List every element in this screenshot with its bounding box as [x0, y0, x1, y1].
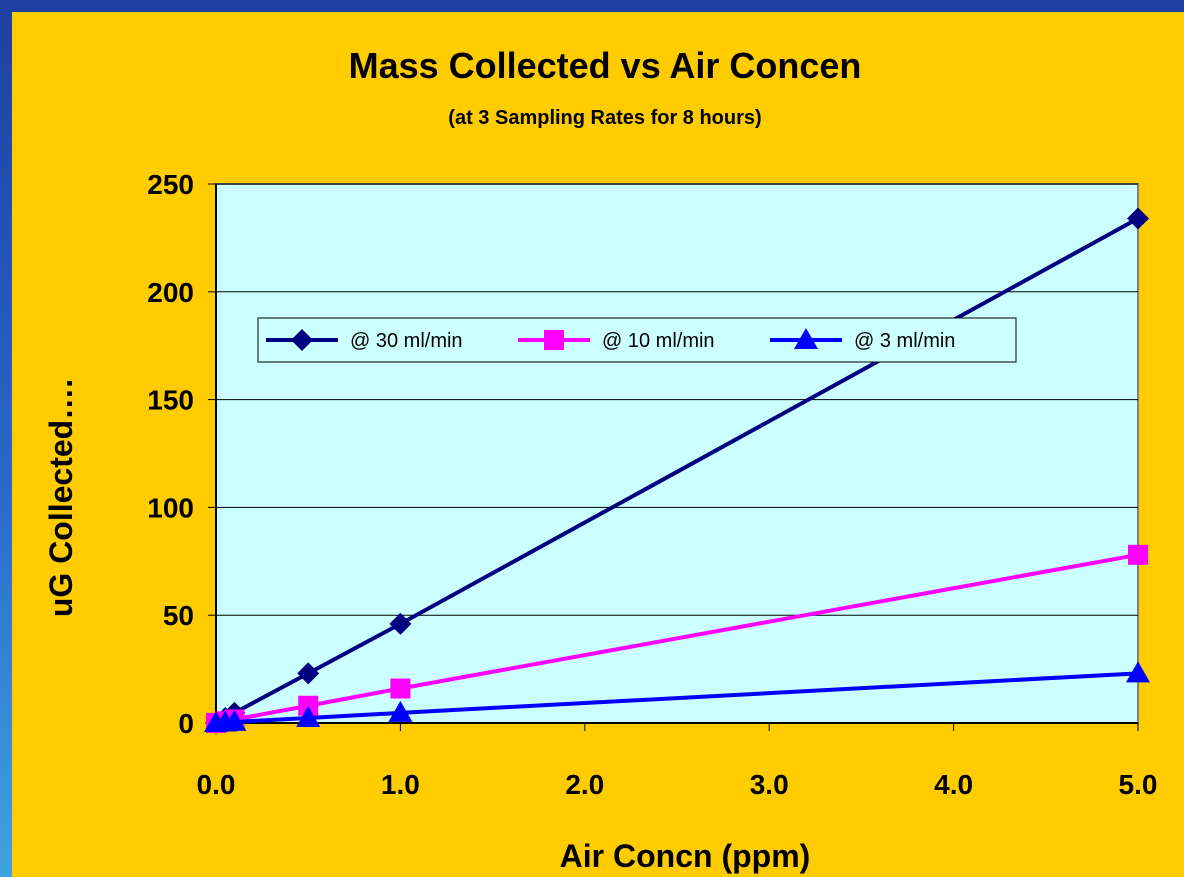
plot-area-group: 0 50 100 150 200 250 0.0 1.0 2.0 3.0 4.0 5.0 @ 30 ml… — [147, 169, 1157, 800]
data-point — [296, 706, 321, 728]
legend-marker — [291, 329, 313, 351]
x-tick-label: 0.0 — [197, 769, 236, 800]
x-tick-label: 2.0 — [565, 769, 604, 800]
legend-box — [257, 317, 1017, 363]
x-axis-label: Air Concn (ppm) — [560, 838, 811, 874]
data-point — [1128, 544, 1148, 565]
x-tick-label: 1.0 — [381, 769, 420, 800]
data-point — [389, 612, 412, 635]
y-tick-label: 200 — [147, 277, 194, 308]
series-3 — [204, 661, 1150, 732]
legend-entry: @ 3 ml/min — [770, 328, 955, 352]
data-point — [298, 695, 319, 716]
chart: Mass Collected vs Air Concen (at 3 Sampl… — [43, 45, 1157, 874]
data-point — [222, 709, 247, 731]
legend-label: @ 30 ml/min — [350, 330, 463, 352]
x-tick-label: 3.0 — [750, 769, 789, 800]
plot-area — [215, 183, 1139, 724]
legend-marker — [544, 330, 564, 350]
x-tick-label: 5.0 — [1119, 769, 1158, 800]
chart-title: Mass Collected vs Air Concen — [349, 45, 862, 86]
legend-entry: @ 30 ml/min — [266, 329, 463, 352]
legend-entry: @ 10 ml/min — [518, 330, 715, 352]
y-tick-label: 50 — [163, 600, 194, 631]
data-point — [297, 662, 320, 685]
y-tick-label: 100 — [147, 492, 194, 523]
legend-label: @ 10 ml/min — [602, 330, 715, 352]
y-axis-label: uG Collected…. — [43, 379, 79, 617]
y-tick-label: 150 — [147, 385, 194, 416]
y-tick-label: 0 — [178, 708, 194, 739]
legend: @ 30 ml/min @ 10 ml/min @ 3 ml/min — [257, 317, 1017, 363]
legend-label: @ 3 ml/min — [854, 330, 955, 352]
y-tick-label: 250 — [147, 169, 194, 200]
x-tick-label: 4.0 — [934, 769, 973, 800]
data-point — [388, 700, 413, 722]
chart-subtitle: (at 3 Sampling Rates for 8 hours) — [448, 107, 761, 129]
data-point — [1126, 661, 1150, 683]
data-point — [390, 678, 411, 699]
legend-marker — [794, 328, 818, 349]
chart-panel: Mass Collected vs Air Concen (at 3 Sampl… — [12, 12, 1184, 877]
data-point — [1127, 207, 1149, 230]
